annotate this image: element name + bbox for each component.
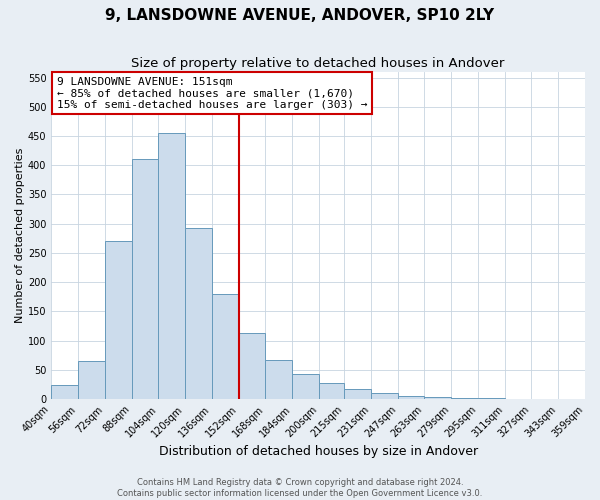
- Title: Size of property relative to detached houses in Andover: Size of property relative to detached ho…: [131, 58, 505, 70]
- X-axis label: Distribution of detached houses by size in Andover: Distribution of detached houses by size …: [158, 444, 478, 458]
- Bar: [239, 333, 265, 399]
- Text: 9, LANSDOWNE AVENUE, ANDOVER, SP10 2LY: 9, LANSDOWNE AVENUE, ANDOVER, SP10 2LY: [106, 8, 494, 22]
- Bar: [558, 398, 585, 399]
- Bar: [212, 294, 239, 399]
- Bar: [51, 384, 78, 399]
- Bar: [78, 361, 105, 399]
- Bar: [532, 398, 558, 399]
- Bar: [185, 228, 212, 399]
- Bar: [292, 374, 319, 399]
- Bar: [265, 360, 292, 399]
- Bar: [158, 133, 185, 399]
- Bar: [478, 398, 505, 399]
- Bar: [424, 398, 451, 399]
- Text: 9 LANSDOWNE AVENUE: 151sqm
← 85% of detached houses are smaller (1,670)
15% of s: 9 LANSDOWNE AVENUE: 151sqm ← 85% of deta…: [56, 76, 367, 110]
- Bar: [131, 160, 158, 399]
- Bar: [319, 384, 344, 399]
- Bar: [371, 392, 398, 399]
- Text: Contains HM Land Registry data © Crown copyright and database right 2024.
Contai: Contains HM Land Registry data © Crown c…: [118, 478, 482, 498]
- Bar: [105, 242, 131, 399]
- Bar: [398, 396, 424, 399]
- Bar: [451, 398, 478, 399]
- Bar: [344, 389, 371, 399]
- Y-axis label: Number of detached properties: Number of detached properties: [15, 148, 25, 323]
- Bar: [505, 398, 532, 399]
